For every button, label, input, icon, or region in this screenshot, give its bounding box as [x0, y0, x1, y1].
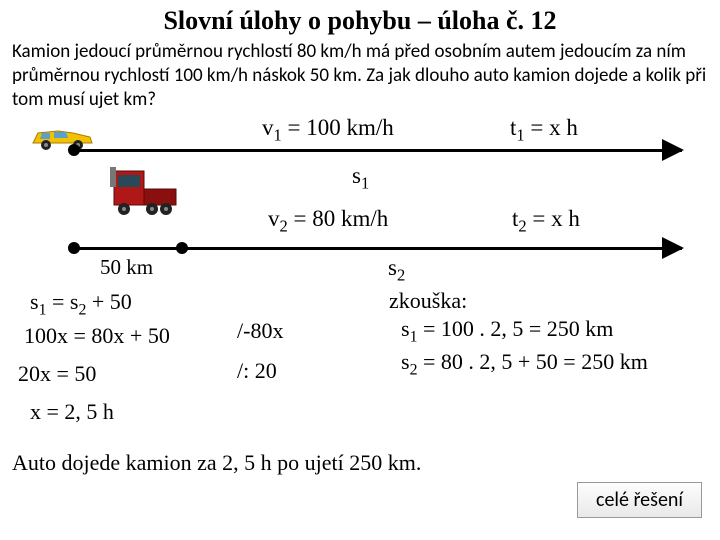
t2-label: t2 = x h — [512, 206, 580, 237]
truck-start-dot — [176, 242, 188, 254]
t1-label: t1 = x h — [510, 115, 578, 146]
problem-text: Kamion jedoucí průměrnou rychlostí 80 km… — [0, 40, 720, 117]
car-path-line — [70, 149, 682, 152]
distance-50km-label: 50 km — [100, 255, 153, 280]
v2-label: v2 = 80 km/h — [268, 206, 388, 237]
operations-column: /-80x /: 20 — [237, 286, 329, 427]
eq-20x: 20x = 50 — [18, 361, 237, 387]
truck-icon — [110, 163, 180, 218]
equations-left: s1 = s2 + 50 100x = 80x + 50 20x = 50 x … — [12, 286, 237, 427]
op-div20: /: 20 — [237, 358, 329, 384]
motion-diagram: v1 = 100 km/h t1 = x h s1 v2 = 80 km/h t… — [0, 121, 720, 286]
answer-text: Auto dojede kamion za 2, 5 h po ujetí 25… — [0, 428, 720, 476]
v1-label: v1 = 100 km/h — [262, 115, 394, 146]
verify-s1: s1 = 100 . 2, 5 = 250 km — [401, 316, 708, 346]
page-title: Slovní úlohy o pohybu – úloha č. 12 — [0, 0, 720, 40]
eq-result: x = 2, 5 h — [30, 399, 237, 425]
eq-100x: 100x = 80x + 50 — [24, 323, 237, 349]
s2-label: s2 — [388, 255, 405, 286]
verification-column: zkouška: s1 = 100 . 2, 5 = 250 km s2 = 8… — [329, 286, 708, 427]
op-minus80x: /-80x — [237, 318, 329, 344]
truck-path-line — [70, 247, 682, 250]
eq-s1-s2: s1 = s2 + 50 — [30, 289, 237, 319]
full-solution-button[interactable]: celé řešení — [577, 482, 702, 518]
verify-s2: s2 = 80 . 2, 5 + 50 = 250 km — [401, 349, 708, 379]
verification-heading: zkouška: — [389, 288, 708, 314]
s1-label: s1 — [352, 163, 369, 194]
calculation-block: s1 = s2 + 50 100x = 80x + 50 20x = 50 x … — [0, 286, 720, 427]
